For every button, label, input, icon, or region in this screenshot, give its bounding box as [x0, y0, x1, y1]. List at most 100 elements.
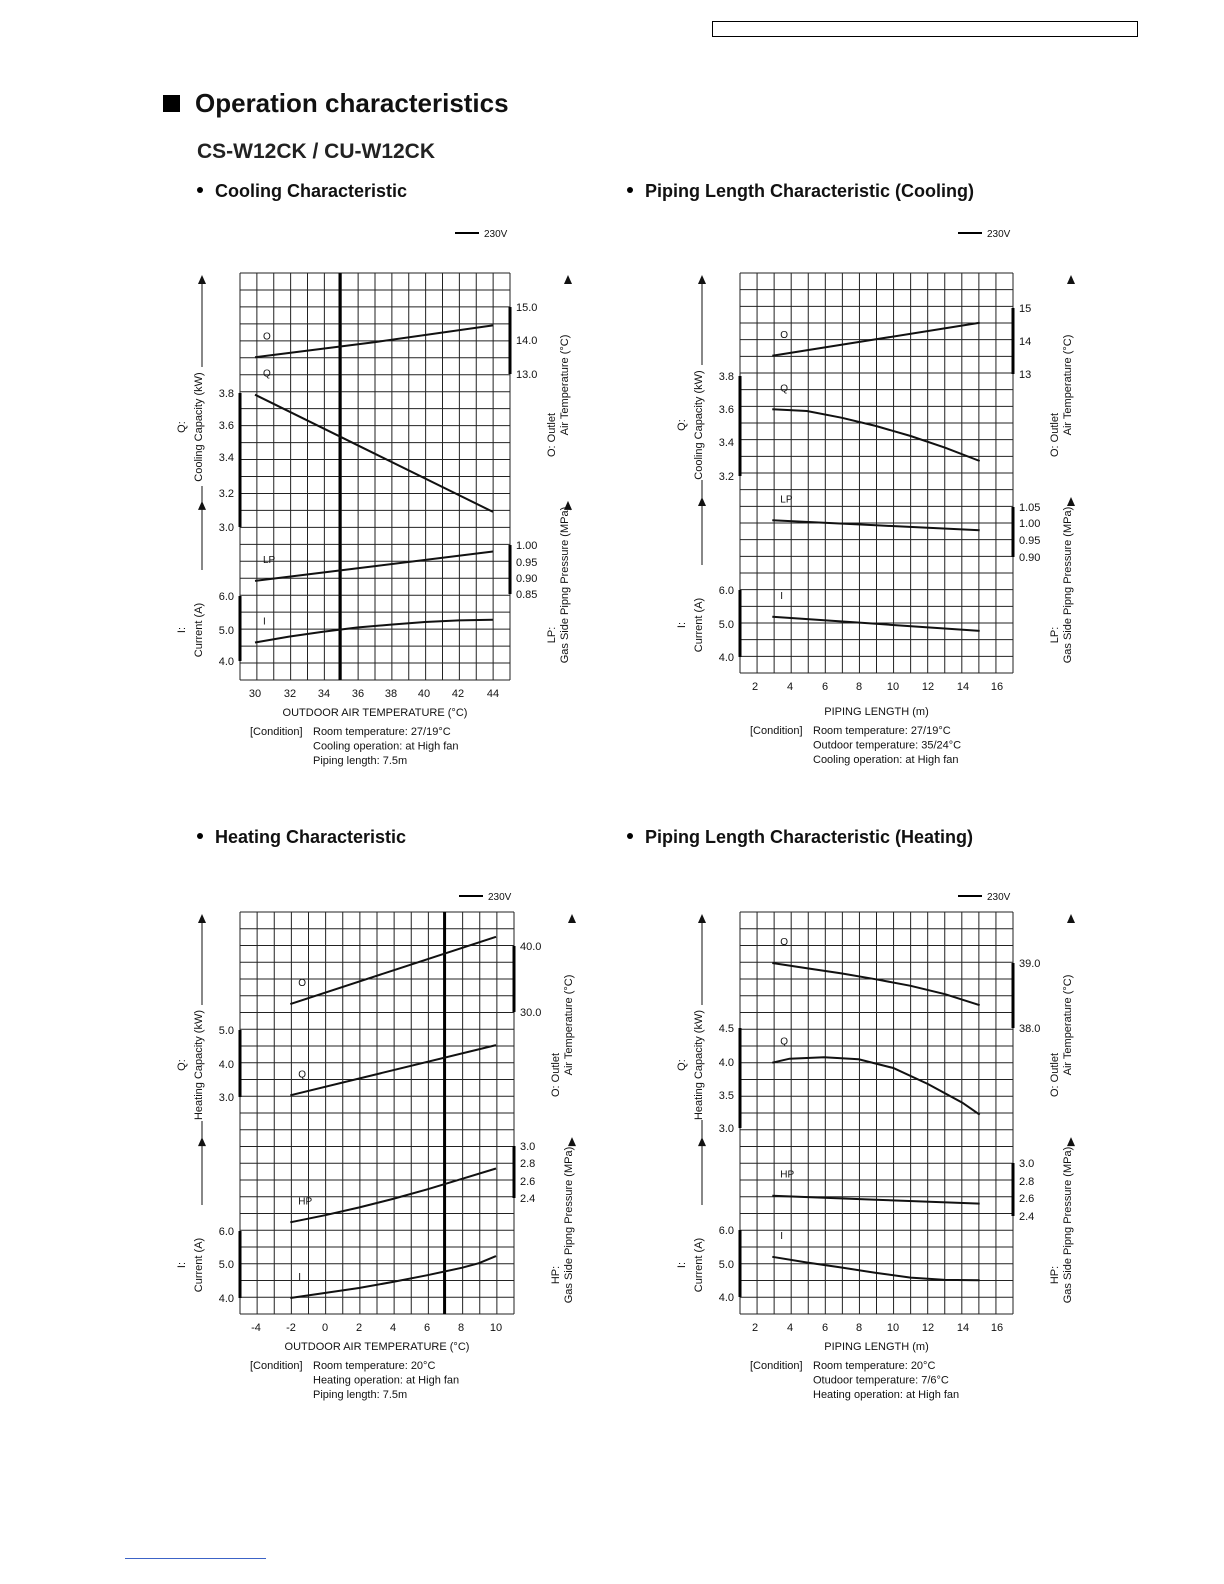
grid — [239, 272, 511, 681]
x-tick-label: 2 — [752, 681, 758, 693]
series-label: Q — [263, 369, 271, 380]
x-tick-label: 10 — [887, 681, 899, 693]
x-tick-label: -2 — [286, 1322, 296, 1334]
y-tick-label: 1.05 — [1019, 502, 1040, 514]
y-tick-label: 3.2 — [219, 488, 234, 500]
x-tick-label: 10 — [887, 1322, 899, 1334]
x-tick-label: 6 — [424, 1322, 430, 1334]
condition-line: Cooling operation: at High fan — [313, 741, 459, 753]
condition-line: Room temperature: 27/19°C — [313, 726, 451, 738]
grid — [739, 911, 1014, 1315]
x-tick-label: 2 — [752, 1322, 758, 1334]
x-tick-label: 12 — [922, 1322, 934, 1334]
condition-line: Heating operation: at High fan — [813, 1389, 959, 1401]
y-tick-label: 2.8 — [1019, 1176, 1034, 1188]
y-tick-label: 2.6 — [1019, 1193, 1034, 1205]
condition-line: Piping length: 7.5m — [313, 755, 407, 767]
series-label: HP — [298, 1196, 312, 1207]
axis-label: Current (A) — [193, 603, 205, 657]
y-tick-label: 3.6 — [219, 420, 234, 432]
condition-line: Outdoor temperature: 35/24°C — [813, 740, 961, 752]
up-arrow-icon — [564, 275, 572, 284]
x-tick-label: 32 — [284, 688, 296, 700]
condition-label: [Condition] — [750, 1360, 803, 1372]
series-line-i — [772, 615, 980, 632]
y-tick-label: 5.0 — [219, 1025, 234, 1037]
x-tick-label: 16 — [991, 681, 1003, 693]
y-tick-label: 4.0 — [719, 652, 734, 664]
axis-label: Air Temperature (°C) — [1062, 335, 1074, 436]
y-tick-label: 6.0 — [719, 585, 734, 597]
y-tick-label: 6.0 — [719, 1225, 734, 1237]
y-tick-label: 2.4 — [520, 1193, 535, 1205]
axis-label: I: — [176, 627, 188, 633]
y-tick-label: 1.00 — [516, 540, 537, 552]
page-title-text: Operation characteristics — [195, 88, 509, 118]
bullet-icon — [627, 187, 633, 194]
series-line-q — [290, 1044, 497, 1097]
x-tick-label: 8 — [458, 1322, 464, 1334]
axis-label: HP: — [550, 1266, 562, 1284]
x-axis-label: PIPING LENGTH (m) — [824, 1341, 929, 1353]
y-tick-label: 3.0 — [520, 1141, 535, 1153]
up-arrow-icon — [568, 1137, 576, 1147]
heating-chart-title: Heating Characteristic — [197, 827, 406, 848]
y-tick-label: 3.5 — [719, 1090, 734, 1102]
series-label: I — [263, 616, 266, 627]
y-tick-label: 5.0 — [719, 1259, 734, 1271]
up-arrow-icon — [698, 275, 706, 284]
x-tick-label: 42 — [452, 688, 464, 700]
axis-label: Cooling Capacity (kW) — [193, 372, 205, 481]
up-arrow-icon — [1067, 275, 1075, 284]
x-tick-label: 8 — [856, 681, 862, 693]
axis-label: Q: — [676, 419, 688, 431]
y-tick-label: 4.0 — [219, 1059, 234, 1071]
y-tick-label: 15 — [1019, 303, 1031, 315]
series-label: I — [780, 1231, 783, 1242]
axis-label: Gas Side Pipng Pressure (MPa) — [563, 1147, 575, 1304]
axis-label: Gas Side Pipng Pressure (MPa) — [1062, 507, 1074, 664]
y-tick-label: 13 — [1019, 369, 1031, 381]
axis-label: Gas Side Pipng Pressure (MPa) — [559, 507, 571, 664]
x-tick-label: 30 — [249, 688, 261, 700]
y-tick-label: 3.6 — [719, 404, 734, 416]
y-tick-label: 3.4 — [719, 437, 734, 449]
condition-label: [Condition] — [750, 725, 803, 737]
cooling-chart-title: Cooling Characteristic — [197, 181, 407, 202]
y-tick-label: 1.00 — [1019, 518, 1040, 530]
x-axis-label: PIPING LENGTH (m) — [824, 706, 929, 718]
up-arrow-icon — [564, 500, 572, 510]
axis-label: Air Temperature (°C) — [1062, 975, 1074, 1076]
chart-title-text: Piping Length Characteristic (Heating) — [645, 827, 974, 847]
series-label: O — [298, 978, 306, 989]
axis-label: Q: — [176, 421, 188, 433]
axis-label: Heating Capacity (kW) — [193, 1010, 205, 1120]
series-line-i — [772, 1255, 980, 1282]
y-tick-label: 39.0 — [1019, 958, 1040, 970]
x-tick-label: 4 — [390, 1322, 396, 1334]
x-tick-label: 6 — [822, 1322, 828, 1334]
y-tick-label: 0.95 — [516, 557, 537, 569]
y-tick-label: 0.85 — [516, 589, 537, 601]
up-arrow-icon — [198, 1137, 206, 1147]
y-tick-label: 0.95 — [1019, 535, 1040, 547]
series-label: Q — [780, 383, 788, 394]
piping-heating-chart-title: Piping Length Characteristic (Heating) — [627, 827, 973, 848]
x-tick-label: 44 — [487, 688, 499, 700]
up-arrow-icon — [568, 914, 576, 923]
bullet-icon — [627, 833, 633, 840]
series-line-o — [772, 321, 980, 357]
axis-label: I: — [676, 1262, 688, 1268]
legend-label: 230V — [484, 229, 508, 240]
series-line-i — [290, 1255, 497, 1299]
axis-label: Air Temperature (°C) — [559, 335, 571, 436]
y-tick-label: 6.0 — [219, 1226, 234, 1238]
square-bullet-icon — [163, 95, 180, 112]
y-tick-label: 3.0 — [219, 1092, 234, 1104]
y-tick-label: 2.4 — [1019, 1211, 1034, 1223]
y-tick-label: 3.0 — [719, 1123, 734, 1135]
axis-label: Current (A) — [693, 1238, 705, 1292]
series-line-o — [772, 962, 981, 1007]
series-line-i — [254, 618, 494, 644]
y-tick-label: 0.90 — [1019, 552, 1040, 564]
